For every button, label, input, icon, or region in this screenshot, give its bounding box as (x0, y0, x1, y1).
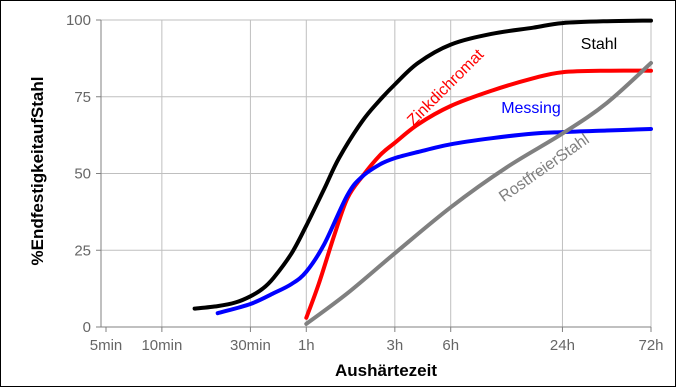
series-line-stahl (192, 18, 653, 311)
series-line-rostfreierstahl (304, 61, 653, 326)
x-tick-label: 24h (550, 337, 575, 354)
series-lines (192, 18, 653, 326)
x-tick-label: 30min (230, 337, 271, 354)
grid-lines (101, 19, 652, 327)
series-line-messing (215, 127, 653, 316)
y-tick-label: 100 (66, 12, 91, 29)
y-axis-title: %EndfestigkeitaufStahl (28, 77, 47, 266)
x-tick-label: 3h (386, 337, 403, 354)
y-tick-label: 75 (74, 89, 91, 106)
x-tick-label: 10min (141, 337, 182, 354)
series-line-zinkdichromat (304, 68, 653, 320)
x-axis-title: Aushärtezeit (335, 361, 437, 380)
series-label-messing: Messing (501, 100, 561, 117)
x-tick-label: 6h (442, 337, 459, 354)
y-tick-label: 25 (74, 242, 91, 259)
y-tick-label: 0 (83, 319, 91, 336)
x-tick-label: 72h (638, 337, 663, 354)
series-label-stahl: Stahl (581, 36, 617, 53)
x-tick-label: 5min (90, 337, 123, 354)
axes: 5min 10min 30min 1h 3h 6h 24h 72h 0 25 50 75 100 (66, 12, 664, 354)
x-tick-label: 1h (298, 337, 315, 354)
y-tick-label: 50 (74, 166, 91, 183)
